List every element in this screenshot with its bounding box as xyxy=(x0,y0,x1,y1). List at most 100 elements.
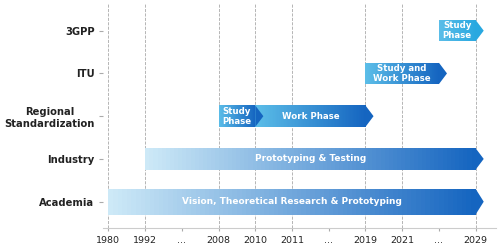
Bar xyxy=(471,20,472,41)
Bar xyxy=(400,63,402,84)
Bar xyxy=(334,189,338,214)
Bar xyxy=(232,148,236,170)
Bar xyxy=(442,20,443,41)
Bar xyxy=(349,106,350,127)
Bar xyxy=(229,106,230,127)
Bar xyxy=(292,189,296,214)
Bar xyxy=(290,106,291,127)
Bar xyxy=(474,20,475,41)
Bar xyxy=(298,106,300,127)
Bar xyxy=(328,106,330,127)
Bar xyxy=(336,106,338,127)
Bar xyxy=(278,148,281,170)
Bar xyxy=(260,106,261,127)
Bar xyxy=(327,106,328,127)
Bar xyxy=(140,189,145,214)
Bar xyxy=(392,63,393,84)
Bar xyxy=(352,148,356,170)
Bar xyxy=(302,148,306,170)
Bar xyxy=(463,20,464,41)
Bar xyxy=(256,106,257,127)
Bar xyxy=(384,148,389,170)
Bar xyxy=(256,148,261,170)
Bar xyxy=(177,189,182,214)
Bar xyxy=(376,63,378,84)
Bar xyxy=(280,106,281,127)
Bar xyxy=(370,189,375,214)
Bar xyxy=(468,20,469,41)
Bar xyxy=(473,20,474,41)
Bar xyxy=(323,106,324,127)
Bar xyxy=(379,189,384,214)
Bar xyxy=(444,20,445,41)
Bar xyxy=(451,20,452,41)
Bar xyxy=(278,106,279,127)
Bar xyxy=(301,189,306,214)
Bar xyxy=(324,106,326,127)
Bar xyxy=(300,106,302,127)
Bar xyxy=(438,63,439,84)
Bar xyxy=(236,148,240,170)
Polygon shape xyxy=(476,20,484,41)
Bar xyxy=(441,20,442,41)
Bar xyxy=(414,63,415,84)
Bar xyxy=(429,63,430,84)
Bar xyxy=(348,106,349,127)
Bar xyxy=(190,148,195,170)
Bar xyxy=(284,106,286,127)
Bar xyxy=(266,106,268,127)
Bar xyxy=(364,148,368,170)
Bar xyxy=(362,106,363,127)
Bar xyxy=(393,189,398,214)
Bar xyxy=(113,189,117,214)
Bar xyxy=(240,148,244,170)
Bar xyxy=(437,63,438,84)
Bar xyxy=(427,63,428,84)
Bar xyxy=(265,106,266,127)
Bar xyxy=(342,189,347,214)
Bar xyxy=(315,189,320,214)
Bar xyxy=(350,106,352,127)
Bar xyxy=(434,189,439,214)
Bar xyxy=(239,106,240,127)
Bar xyxy=(356,106,358,127)
Bar xyxy=(318,148,323,170)
Bar xyxy=(306,189,310,214)
Bar xyxy=(224,106,225,127)
Bar xyxy=(205,189,210,214)
Bar xyxy=(320,106,322,127)
Bar xyxy=(237,189,242,214)
Text: Work Phase: Work Phase xyxy=(282,112,339,121)
Bar xyxy=(232,189,237,214)
Bar xyxy=(310,148,314,170)
Bar xyxy=(471,189,476,214)
Bar xyxy=(273,148,278,170)
Bar xyxy=(368,148,372,170)
Bar xyxy=(420,189,425,214)
Bar xyxy=(381,63,382,84)
Bar xyxy=(344,106,345,127)
Bar xyxy=(276,106,278,127)
Bar xyxy=(308,106,309,127)
Bar xyxy=(407,189,412,214)
Bar xyxy=(302,106,304,127)
Bar xyxy=(244,106,246,127)
Bar xyxy=(425,63,426,84)
Bar xyxy=(219,106,220,127)
Bar xyxy=(439,189,444,214)
Bar xyxy=(122,189,127,214)
Bar xyxy=(136,189,140,214)
Bar xyxy=(191,189,196,214)
Bar xyxy=(282,148,286,170)
Bar xyxy=(244,148,248,170)
Bar xyxy=(398,189,402,214)
Bar xyxy=(475,20,476,41)
Bar xyxy=(406,63,407,84)
Bar xyxy=(227,106,228,127)
Bar xyxy=(430,148,434,170)
Bar xyxy=(233,106,234,127)
Bar xyxy=(239,106,240,127)
Bar xyxy=(286,148,290,170)
Bar xyxy=(361,189,366,214)
Bar xyxy=(194,148,199,170)
